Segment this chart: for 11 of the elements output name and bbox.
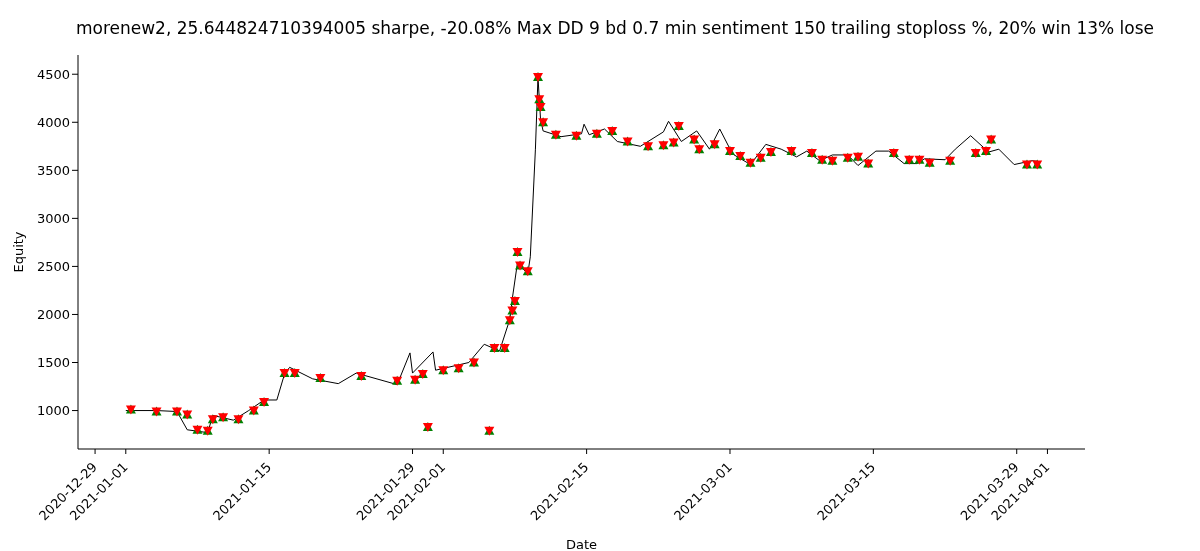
- y-tick-label: 1500: [36, 355, 70, 371]
- y-tick-label: 1000: [36, 403, 70, 419]
- y-tick-label: 4500: [36, 66, 70, 82]
- y-tick-label: 2500: [36, 259, 70, 275]
- y-axis-title: Equity: [10, 231, 26, 273]
- y-tick-label: 3000: [36, 210, 70, 226]
- y-tick-label: 4000: [36, 114, 70, 130]
- x-axis-title: Date: [565, 537, 598, 551]
- y-tick-label: 2000: [36, 307, 70, 323]
- y-tick-label: 3500: [36, 162, 70, 178]
- chart-title: morenew2, 25.644824710394005 sharpe, -20.08% Max DD 9 bd 0.7 min sentiment 150 trailing stoploss %, 20% win 13% lose: [74, 17, 1156, 40]
